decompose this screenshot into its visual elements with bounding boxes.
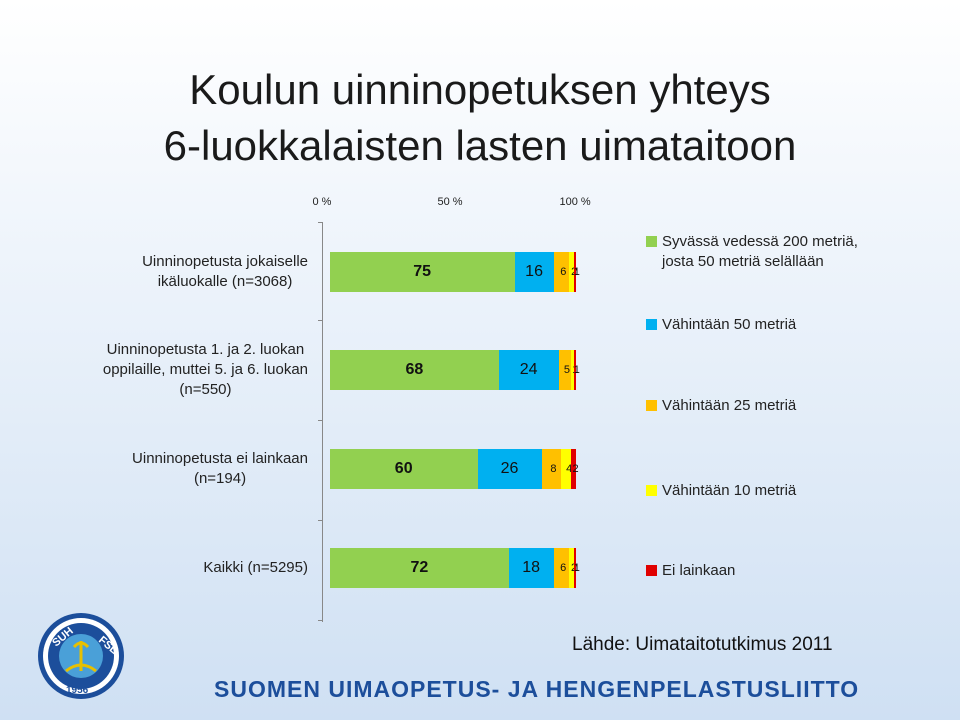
bar-segment — [571, 449, 576, 489]
category-tick-mark — [318, 222, 323, 223]
x-tick-label: 50 % — [437, 196, 463, 208]
x-tick-label: 100 % — [559, 196, 591, 208]
bar-segment — [508, 548, 554, 588]
stacked-bar: 7516621 — [330, 252, 580, 292]
legend-swatch — [646, 485, 657, 496]
bar-segment — [558, 350, 572, 390]
logo-year: 1956 — [66, 685, 89, 696]
title-line-2: 6-luokkalaisten lasten uimataitoon — [163, 122, 797, 169]
legend-label-line: Vähintään 25 metriä — [662, 397, 797, 414]
data-label: 72 — [410, 559, 429, 576]
legend-swatch — [646, 565, 657, 576]
data-label: 6 — [560, 562, 567, 574]
bar-segment — [553, 548, 569, 588]
legend-label: Vähintään 25 metriä — [662, 396, 796, 416]
category-label-line: Kaikki (n=5295) — [203, 559, 308, 576]
data-label: 26 — [500, 460, 519, 477]
category-label-line: (n=194) — [193, 470, 247, 487]
data-label: 60 — [394, 460, 413, 477]
legend-swatch — [646, 236, 657, 247]
bar-segment — [330, 548, 509, 588]
category-label-line: ikäluokalle (n=3068) — [157, 273, 293, 290]
stacked-bar: 60 26 8 4 2 — [330, 449, 579, 489]
data-label: 8 — [550, 463, 557, 475]
category-label: Uinninopetusta ei lainkaan (n=194) — [132, 449, 308, 489]
legend-swatch — [646, 319, 657, 330]
legend-label: Ei lainkaan — [662, 561, 735, 581]
data-label: 1 — [573, 562, 580, 574]
data-label: 75 — [413, 263, 432, 280]
data-label: 5 — [563, 364, 570, 376]
bar-segment — [573, 548, 576, 588]
bar-segment — [477, 449, 542, 489]
bar-segment — [573, 350, 576, 390]
bar-segment — [573, 252, 576, 292]
suh-logo: SUH FSL 1956 — [38, 613, 124, 699]
bar-segment — [541, 449, 562, 489]
bar-segment — [514, 252, 554, 292]
legend-label: Vähintään 10 metriä — [662, 481, 796, 501]
x-tick-label: 0 % — [312, 196, 332, 208]
bar-segment — [330, 449, 478, 489]
category-label-line: Uinninopetusta ei lainkaan — [132, 450, 308, 467]
title-line-1: Koulun uinninopetuksen yhteys — [189, 66, 771, 113]
stacked-bar: 6824511 — [330, 350, 580, 390]
category-axis-line — [322, 222, 323, 622]
category-label-line: Uinninopetusta jokaiselle — [142, 253, 308, 270]
organization-name: SUOMEN UIMAOPETUS- JA HENGENPELASTUSLIIT… — [214, 676, 860, 702]
bar-segment — [498, 350, 559, 390]
source-text: Lähde: Uimataitotutkimus 2011 — [572, 634, 833, 655]
data-label: 1 — [573, 266, 580, 278]
data-label: 68 — [405, 361, 424, 378]
legend-label: Vähintään 50 metriä — [662, 315, 796, 335]
legend-label-line: Syvässä vedessä 200 metriä, — [662, 233, 858, 250]
category-label-line: (n=550) — [179, 381, 232, 398]
data-label: 6 — [560, 266, 567, 278]
data-label: 2 — [572, 463, 579, 475]
data-label: 4 — [566, 463, 573, 475]
bar-segment — [568, 548, 574, 588]
bar-segment — [568, 252, 574, 292]
category-label: Uinninopetusta 1. ja 2. luokan oppilaille… — [103, 340, 308, 400]
bar-segment — [561, 449, 572, 489]
data-label: 16 — [525, 263, 543, 280]
category-tick-mark — [318, 420, 323, 421]
category-label: Uinninopetusta jokaiselle ikäluokalle (n=… — [142, 252, 308, 292]
category-label-line: Uinninopetusta 1. ja 2. luokan — [106, 341, 305, 358]
bar-segment — [553, 252, 569, 292]
category-label: Kaikki (n=5295) — [203, 558, 308, 578]
legend-swatch — [646, 400, 657, 411]
legend-label: Syvässä vedessä 200 metriä, josta 50 metr… — [662, 232, 858, 272]
bar-segment — [330, 252, 515, 292]
category-tick-mark — [318, 620, 323, 621]
bar-segment — [571, 350, 574, 390]
category-tick-mark — [318, 320, 323, 321]
bar-segment — [330, 350, 499, 390]
data-label: 18 — [522, 559, 541, 576]
data-label: 24 — [519, 361, 538, 378]
legend-label-line: josta 50 metriä selällään — [662, 253, 824, 270]
legend-label-line: Vähintään 10 metriä — [662, 482, 797, 499]
category-label-line: oppilaille, muttei 5. ja 6. luokan — [102, 361, 308, 378]
legend-label-line: Ei lainkaan — [662, 562, 736, 579]
stacked-bar: 7218621 — [330, 548, 580, 588]
legend-label-line: Vähintään 50 metriä — [662, 316, 797, 333]
category-tick-mark — [318, 520, 323, 521]
data-label: 1 — [573, 364, 580, 376]
chart-title: Koulun uinninopetuksen yhteys 6-luokkala… — [0, 62, 960, 174]
